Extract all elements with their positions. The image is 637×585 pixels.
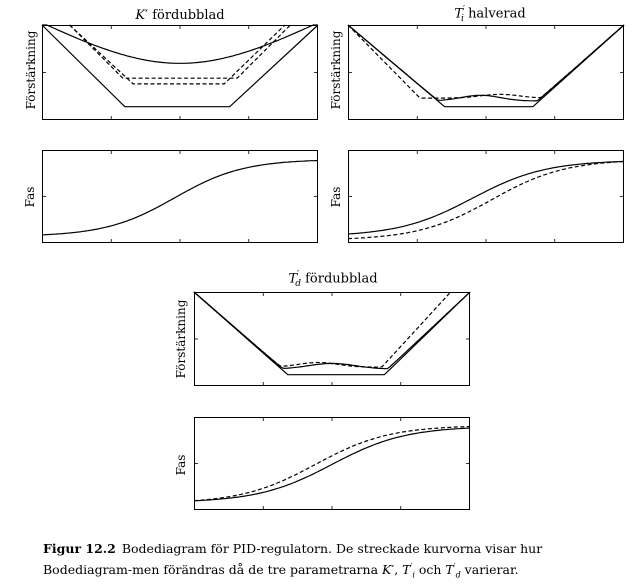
gain-plot-td bbox=[193, 291, 471, 386]
phase-plot-k bbox=[41, 150, 319, 243]
phase-ylabel-k: Fas bbox=[23, 186, 37, 208]
gain-td-frame bbox=[194, 292, 470, 386]
figure-label: Figur 12.2 bbox=[43, 541, 116, 556]
gain-ti-curve bbox=[347, 24, 625, 102]
phase-ti-frame bbox=[348, 150, 624, 243]
gain-td-asymptote bbox=[193, 291, 471, 376]
panel-title-k: K′ fördubblad bbox=[135, 8, 225, 23]
panel-title-td: T′d fördubblad bbox=[288, 270, 378, 289]
phase-ylabel-ti: Fas bbox=[329, 186, 343, 208]
gain-plot-k bbox=[41, 24, 319, 120]
gain-plot-ti bbox=[347, 24, 625, 120]
phase-ti-dashed-curve bbox=[347, 160, 625, 240]
gain-ylabel-k: Förstärkning bbox=[24, 30, 38, 110]
gain-ylabel-ti: Förstärkning bbox=[329, 30, 343, 110]
gain-ti-asymptote bbox=[347, 24, 625, 108]
panel-title-ti: T′i halverad bbox=[454, 5, 526, 24]
phase-td-curve bbox=[193, 427, 471, 502]
phase-k-frame bbox=[42, 150, 318, 243]
gain-ylabel-td: Förstärkning bbox=[174, 299, 188, 379]
gain-k-dashed-asymptote bbox=[69, 24, 286, 85]
figure-caption: Figur 12.2 Bodediagram för PID-regulatorn… bbox=[43, 541, 543, 580]
phase-td-frame bbox=[194, 417, 470, 510]
gain-k-dashed-curve bbox=[69, 24, 291, 79]
gain-ti-frame bbox=[348, 25, 624, 120]
phase-k-curve bbox=[41, 159, 319, 236]
gain-ti-dashed-curve bbox=[347, 24, 625, 99]
phase-plot-td bbox=[193, 417, 471, 510]
gain-td-curve bbox=[193, 291, 471, 370]
gain-k-asymptote bbox=[41, 24, 319, 108]
phase-ylabel-td: Fas bbox=[174, 454, 188, 476]
gain-td-dashed-curve bbox=[193, 291, 452, 368]
phase-plot-ti bbox=[347, 150, 625, 243]
gain-k-curve bbox=[42, 24, 318, 64]
phase-ti-curve bbox=[347, 160, 625, 235]
phase-td-dashed-curve bbox=[193, 425, 471, 502]
gain-k-frame bbox=[42, 25, 318, 120]
